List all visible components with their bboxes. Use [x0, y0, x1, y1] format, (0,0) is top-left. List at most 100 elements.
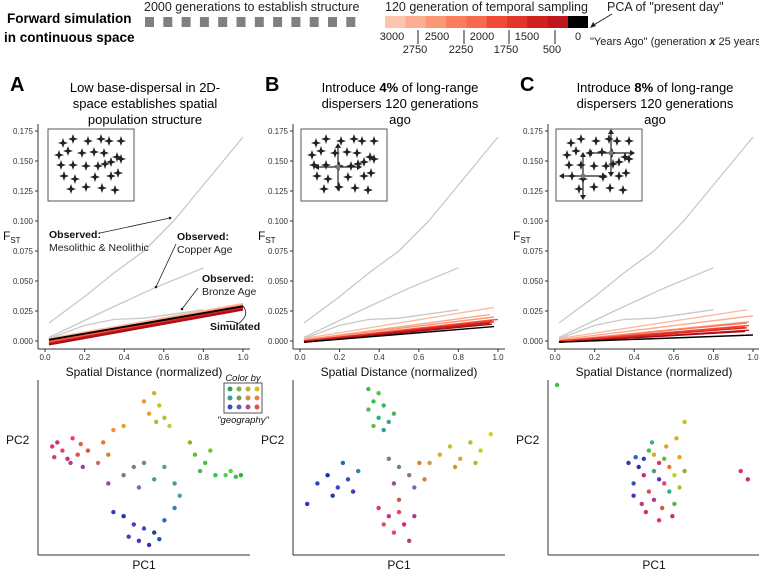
individual-star-icon	[96, 134, 106, 144]
individual-star-icon	[311, 138, 321, 148]
individual-star-icon	[63, 146, 73, 156]
pca-point	[662, 456, 667, 461]
pca-point	[376, 505, 381, 511]
pca-point	[141, 460, 147, 466]
individual-star-icon	[614, 171, 624, 181]
individual-star-icon	[330, 148, 340, 158]
pca-label: PCA of "present day"	[607, 0, 724, 14]
pc1-label: PC1	[132, 558, 156, 570]
individual-star-icon	[93, 161, 103, 171]
individual-star-icon	[601, 161, 611, 171]
generation-block	[291, 17, 301, 27]
pca-point	[213, 473, 218, 478]
structure-label: 2000 generations to establish structure	[144, 0, 360, 14]
x-axis-label: Spatial Distance (normalized)	[66, 365, 223, 379]
individual-star-icon	[363, 185, 373, 195]
pca-point	[52, 454, 57, 460]
x-tick-label: 0.0	[549, 353, 561, 362]
arrow-head	[357, 164, 362, 170]
x-tick-label: 0.2	[589, 353, 601, 362]
pca-point	[70, 436, 75, 441]
pca-point	[152, 391, 157, 396]
pca-point	[674, 436, 679, 441]
individual-star-icon	[618, 185, 628, 195]
individual-star-icon	[99, 148, 109, 158]
pca-point	[141, 526, 147, 531]
timeline-diagram: 3000 2500 2000 1500 0 2750 2250 1750 500	[145, 13, 613, 56]
y-tick-label: 0.100	[13, 217, 34, 226]
individual-star-icon	[321, 134, 331, 144]
y-tick-label: 0.025	[523, 307, 544, 316]
simulated-line	[48, 307, 244, 345]
y-tick-label: 0.050	[523, 277, 544, 286]
x-tick-label: 0.8	[708, 353, 720, 362]
legend-dot	[254, 404, 260, 410]
individual-star-icon	[353, 159, 363, 169]
simulated-line	[303, 325, 495, 343]
simulated-line	[48, 305, 244, 341]
pca-point	[407, 473, 412, 478]
pca-point	[366, 407, 371, 412]
pca-point	[670, 514, 675, 519]
pca-point	[396, 464, 402, 470]
y-tick-label: 0.125	[13, 187, 34, 196]
pca-point	[646, 489, 652, 494]
individual-star-icon	[566, 138, 576, 148]
colorbar-label: 500	[543, 44, 561, 56]
individual-star-icon	[612, 136, 622, 146]
individual-star-icon	[106, 171, 116, 181]
individual-star-icon	[97, 183, 107, 193]
colorbar-segment	[486, 16, 508, 28]
pca-point	[172, 505, 177, 511]
pca-point	[412, 514, 417, 519]
pca-point	[121, 514, 126, 519]
observed-line	[558, 136, 754, 324]
x-tick-label: 0.2	[79, 353, 91, 362]
pca-point	[167, 423, 172, 429]
x-tick-label: 1.0	[747, 353, 759, 362]
y-axis-label: FST	[258, 229, 276, 245]
individual-star-icon	[113, 168, 123, 178]
y-tick-label: 0.000	[268, 337, 289, 346]
pca-point	[649, 440, 655, 445]
pca-point	[639, 501, 644, 507]
individual-star-icon	[359, 157, 369, 167]
y-tick-label: 0.025	[13, 307, 34, 316]
y-tick-label: 0.125	[268, 187, 289, 196]
pca-point	[60, 448, 65, 453]
colorbar-label: 1500	[515, 31, 539, 43]
individual-star-icon	[576, 160, 586, 170]
pca-point	[682, 468, 687, 474]
pca-point	[427, 460, 432, 466]
simulated-label: Simulated	[210, 321, 260, 333]
y-tick-label: 0.150	[13, 157, 34, 166]
pca-point	[391, 481, 397, 486]
individual-star-icon	[312, 171, 322, 181]
pca-point	[172, 481, 177, 486]
x-axis-label: Spatial Distance (normalized)	[576, 365, 733, 379]
arrow-head	[587, 150, 592, 156]
pca-point	[677, 485, 682, 490]
individual-star-icon	[343, 172, 353, 182]
arrow-head	[580, 195, 586, 200]
individual-star-icon	[366, 168, 376, 178]
simulated-line	[48, 308, 244, 346]
pca-point	[391, 411, 397, 416]
legend-dot	[236, 404, 242, 410]
arrow-head	[314, 164, 319, 170]
individual-star-icon	[597, 147, 607, 157]
pc2-label: PC2	[6, 433, 30, 447]
pca-point	[80, 464, 86, 470]
pca-point	[233, 474, 238, 480]
pca-point	[381, 427, 386, 433]
simulated-line	[558, 334, 754, 343]
individual-star-icon	[100, 159, 110, 169]
pca-point	[366, 386, 371, 392]
y-tick-label: 0.000	[13, 337, 34, 346]
x-tick-label: 1.0	[492, 353, 504, 362]
y-tick-label: 0.025	[268, 307, 289, 316]
pca-point	[152, 530, 157, 535]
individual-star-icon	[564, 160, 574, 170]
pca-point	[631, 481, 636, 486]
simulated-line	[558, 315, 754, 341]
